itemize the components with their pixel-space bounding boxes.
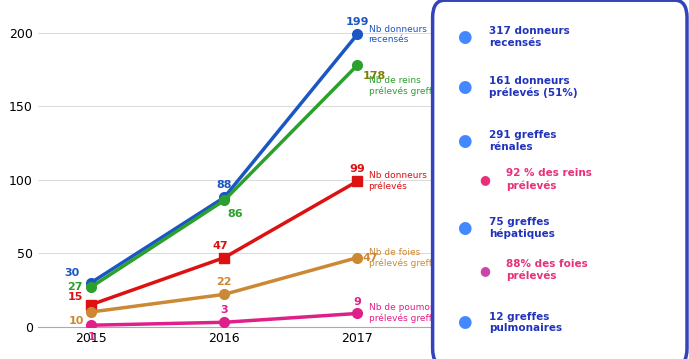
Text: 92 % des reins
prélevés: 92 % des reins prélevés — [506, 168, 592, 191]
Text: 22: 22 — [216, 278, 232, 288]
Text: 47: 47 — [212, 241, 228, 251]
Text: 10: 10 — [69, 316, 84, 326]
Text: ●: ● — [479, 173, 490, 186]
Text: Nb donneurs
recensés: Nb donneurs recensés — [369, 24, 426, 44]
Text: ●: ● — [457, 132, 471, 150]
Text: Nb de poumons
prélevés greffés: Nb de poumons prélevés greffés — [369, 303, 442, 323]
Text: 99: 99 — [349, 164, 365, 174]
Text: 15: 15 — [68, 292, 83, 302]
Text: 27: 27 — [68, 282, 83, 292]
Text: 317 donneurs
recensés: 317 donneurs recensés — [489, 26, 570, 48]
Text: ●: ● — [457, 28, 471, 46]
Text: 12 greffes
pulmonaires: 12 greffes pulmonaires — [489, 312, 562, 333]
Text: 88% des foies
prélevés: 88% des foies prélevés — [506, 259, 588, 281]
Text: 199: 199 — [346, 17, 369, 27]
Text: 178: 178 — [363, 71, 387, 81]
Text: 86: 86 — [227, 209, 243, 219]
Text: ●: ● — [457, 219, 471, 237]
Text: 9: 9 — [353, 297, 361, 307]
Text: 88: 88 — [216, 181, 232, 190]
Text: 291 greffes
rénales: 291 greffes rénales — [489, 130, 557, 152]
Text: 3: 3 — [220, 306, 228, 315]
Text: 1: 1 — [88, 332, 95, 342]
Text: Nb donneurs
prélevés: Nb donneurs prélevés — [369, 171, 426, 191]
Text: ●: ● — [479, 264, 490, 276]
Text: 47: 47 — [363, 253, 378, 263]
FancyBboxPatch shape — [433, 0, 687, 359]
Text: 161 donneurs
prélevés (51%): 161 donneurs prélevés (51%) — [489, 76, 577, 98]
Text: Nb de reins
prélevés greffés: Nb de reins prélevés greffés — [369, 76, 442, 96]
Text: ●: ● — [457, 313, 471, 331]
Text: 75 greffes
hépatiques: 75 greffes hépatiques — [489, 217, 555, 239]
Text: 30: 30 — [65, 269, 80, 279]
Text: Nb de foies
prélevés greffés: Nb de foies prélevés greffés — [369, 248, 442, 267]
Text: ●: ● — [457, 78, 471, 96]
